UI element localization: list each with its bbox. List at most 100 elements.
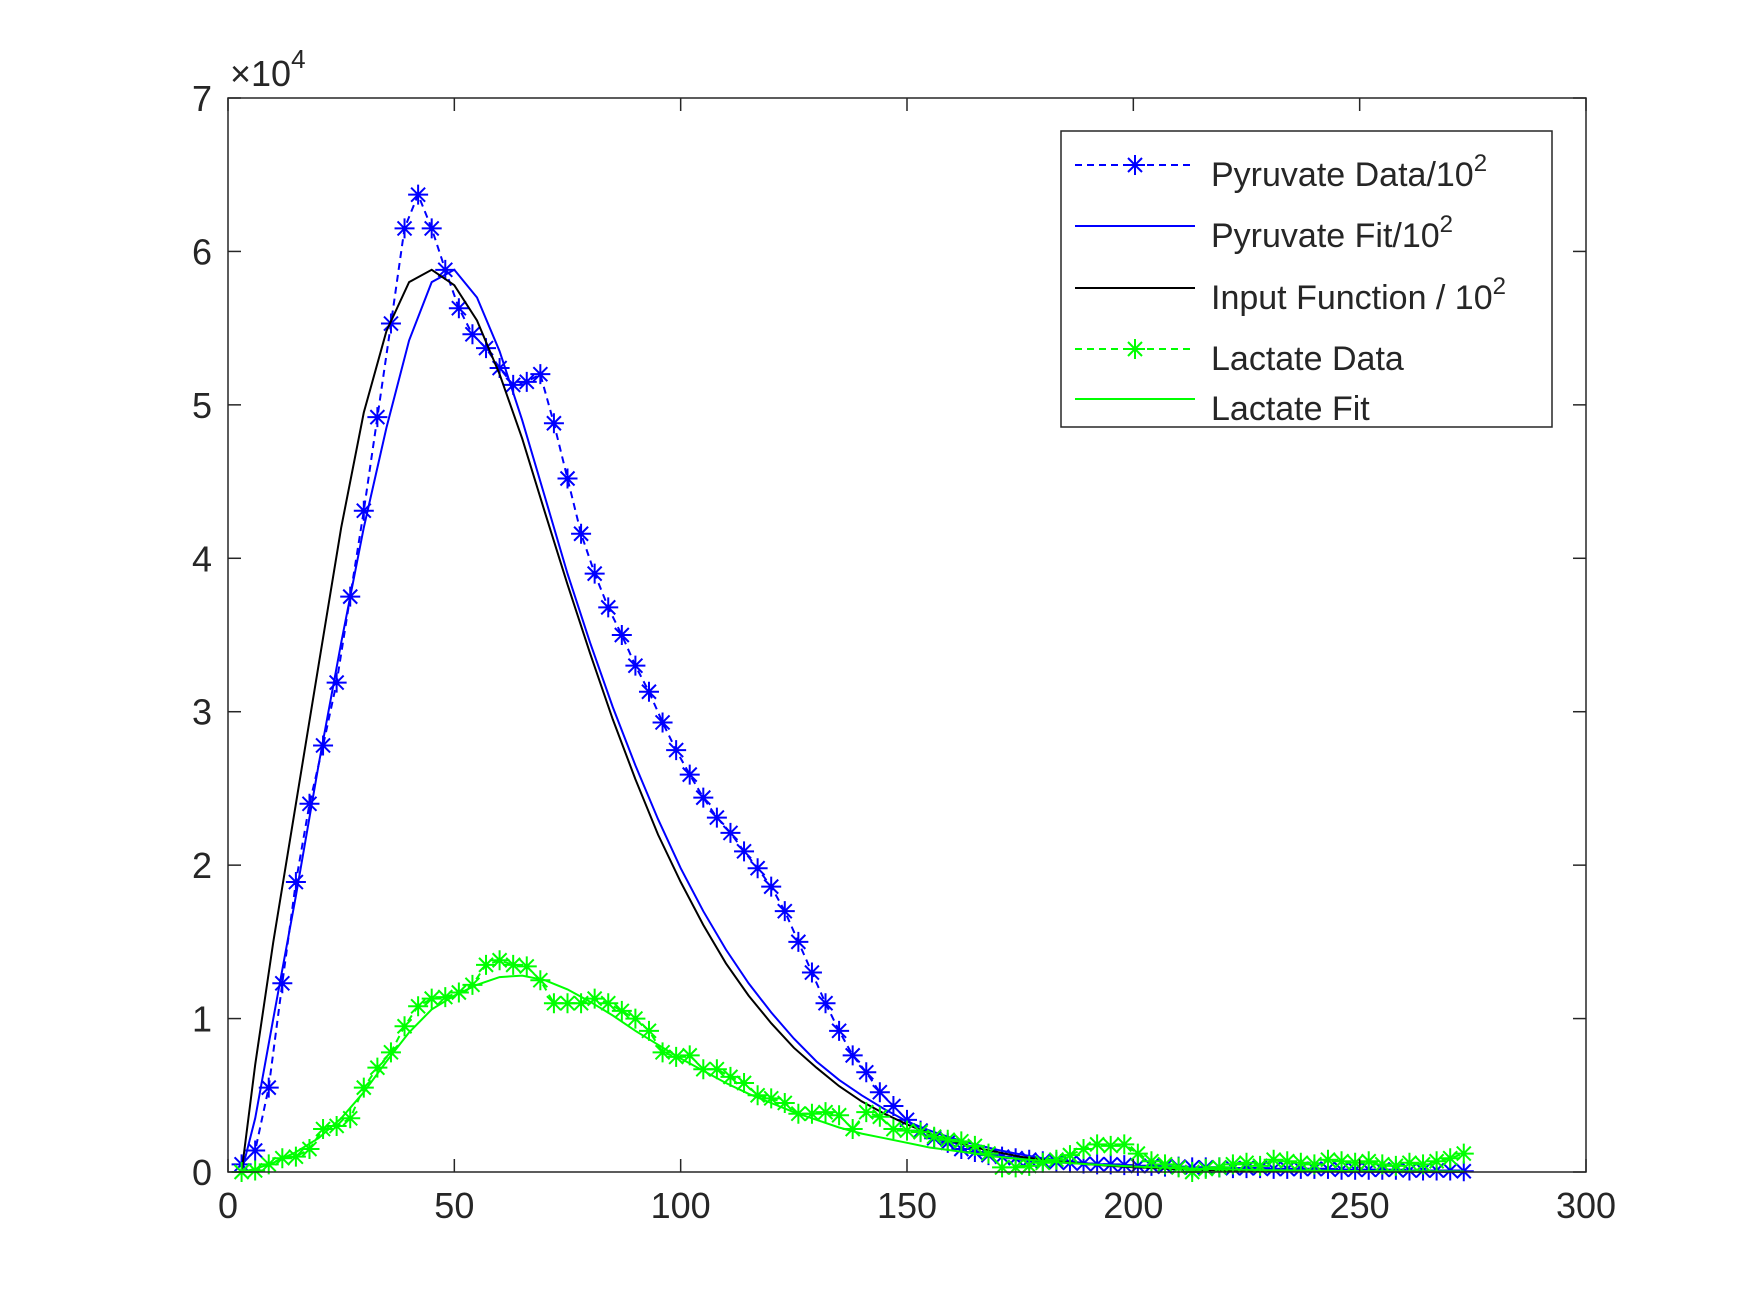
data-point xyxy=(611,1000,632,1021)
data-point xyxy=(910,1122,931,1143)
data-point xyxy=(734,1073,755,1094)
data-point xyxy=(598,993,619,1014)
data-point xyxy=(462,324,483,345)
y-tick-label: 0 xyxy=(192,1152,212,1193)
data-point xyxy=(829,1105,850,1126)
data-point xyxy=(272,973,293,994)
data-point xyxy=(1005,1157,1026,1178)
legend-label: Lactate Fit xyxy=(1211,390,1370,428)
data-point xyxy=(924,1126,945,1147)
data-point xyxy=(937,1129,958,1150)
x-tick-label: 50 xyxy=(434,1185,474,1226)
legend-item: Input Function / 102 xyxy=(1075,273,1506,317)
data-point xyxy=(1127,1143,1148,1164)
data-point xyxy=(856,1102,877,1123)
data-point xyxy=(842,1045,863,1066)
data-point xyxy=(1290,1152,1311,1173)
data-point xyxy=(625,1008,646,1029)
data-point xyxy=(353,500,374,521)
data-point xyxy=(652,712,673,733)
legend-box xyxy=(1060,130,1553,428)
data-point xyxy=(408,184,429,205)
data-point xyxy=(584,988,605,1009)
data-point xyxy=(571,523,592,544)
x-tick-label: 300 xyxy=(1556,1185,1616,1226)
data-point xyxy=(897,1120,917,1141)
data-point xyxy=(489,950,510,971)
data-point xyxy=(245,1160,266,1181)
data-point xyxy=(1222,1154,1243,1175)
data-point xyxy=(706,1059,727,1080)
data-point xyxy=(1440,1148,1461,1169)
legend-label: Input Function / 102 xyxy=(1211,273,1506,317)
data-point xyxy=(693,1059,714,1080)
data-point xyxy=(883,1096,904,1117)
data-point xyxy=(353,1077,374,1098)
data-point xyxy=(897,1109,917,1130)
series-line xyxy=(241,974,1464,1173)
data-point xyxy=(883,1119,904,1140)
data-point xyxy=(503,374,524,395)
data-point xyxy=(720,1066,741,1087)
data-point xyxy=(1019,1155,1040,1176)
data-point xyxy=(747,858,768,879)
data-point xyxy=(788,931,809,952)
legend-item: Pyruvate Fit/102 xyxy=(1075,211,1453,255)
x-tick-label: 200 xyxy=(1103,1185,1163,1226)
y-tick-label: 5 xyxy=(192,385,212,426)
data-point xyxy=(1277,1151,1298,1172)
x-tick-label: 250 xyxy=(1330,1185,1390,1226)
data-point xyxy=(1073,1138,1094,1159)
data-point xyxy=(1236,1152,1257,1173)
data-point xyxy=(557,993,578,1014)
data-point xyxy=(801,962,822,983)
data-point xyxy=(761,876,782,897)
data-point xyxy=(611,625,632,645)
data-point xyxy=(408,996,429,1017)
data-point xyxy=(1100,1135,1121,1156)
data-point xyxy=(951,1131,972,1152)
y-tick-label: 2 xyxy=(192,845,212,886)
data-point xyxy=(706,807,727,828)
y-tick-label: 6 xyxy=(192,231,212,272)
y-tick-label: 3 xyxy=(192,692,212,733)
data-point xyxy=(747,1085,768,1106)
data-point xyxy=(720,822,741,843)
data-point xyxy=(571,993,592,1014)
x-tick-label: 150 xyxy=(877,1185,937,1226)
data-point xyxy=(421,988,442,1009)
data-point xyxy=(1304,1154,1325,1175)
data-point xyxy=(476,338,497,359)
data-point xyxy=(299,1138,320,1159)
series-layer xyxy=(231,184,1474,1182)
data-point xyxy=(584,563,605,584)
y-exponent-power: 4 xyxy=(291,44,305,74)
data-point xyxy=(829,1020,850,1041)
data-point xyxy=(679,764,700,785)
data-point xyxy=(625,655,646,676)
data-point xyxy=(964,1135,985,1156)
data-point xyxy=(815,993,836,1014)
data-point xyxy=(992,1157,1013,1178)
data-point xyxy=(856,1062,877,1083)
data-point xyxy=(693,787,714,808)
data-point xyxy=(1046,1149,1067,1170)
data-point xyxy=(1059,1145,1080,1166)
legend-item: Lactate Fit xyxy=(1075,390,1370,428)
data-point xyxy=(1413,1154,1434,1175)
legend-marker xyxy=(1125,155,1145,175)
data-point xyxy=(666,1046,687,1067)
data-point xyxy=(313,1119,334,1140)
data-point xyxy=(476,954,497,975)
data-point xyxy=(638,681,659,702)
y-exponent-label: ×104 xyxy=(230,44,306,94)
data-point xyxy=(869,1082,890,1103)
legend-label: Pyruvate Data/102 xyxy=(1211,150,1487,194)
data-point xyxy=(1399,1152,1420,1173)
legend-item: Pyruvate Data/102 xyxy=(1075,150,1487,194)
data-point xyxy=(503,954,524,975)
data-point xyxy=(666,740,687,761)
data-point xyxy=(435,259,456,280)
data-point xyxy=(516,956,537,977)
